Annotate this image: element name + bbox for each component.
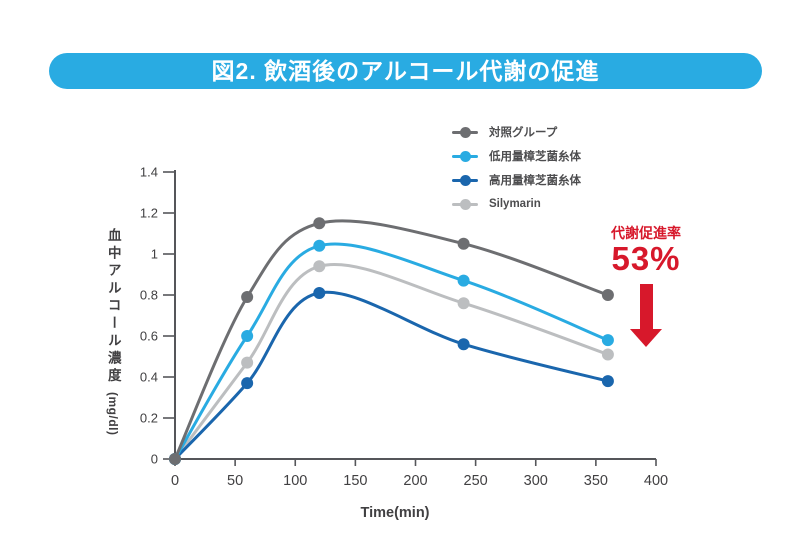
y-tick-label: 0.4	[140, 370, 158, 385]
x-tick-label: 0	[171, 473, 179, 489]
y-tick-label: 0	[151, 452, 158, 467]
metabolism-rate-annotation: 代謝促進率 53%	[594, 225, 698, 348]
x-tick-label: 250	[464, 473, 488, 489]
legend-marker-icon	[452, 150, 478, 162]
down-arrow-shaft	[639, 284, 653, 330]
legend-item: Silymarin	[452, 192, 581, 216]
legend-item: 高用量樟芝菌糸体	[452, 168, 581, 192]
data-point	[457, 274, 470, 287]
chart-axes	[174, 170, 656, 460]
legend-marker-icon	[452, 174, 478, 186]
x-tick-label: 150	[343, 473, 367, 489]
data-point	[313, 217, 326, 230]
x-tick-label: 200	[403, 473, 427, 489]
legend-label: 高用量樟芝菌糸体	[489, 175, 581, 187]
x-tick-label: 300	[524, 473, 548, 489]
figure-title: 図2. 飲酒後のアルコール代謝の促進	[211, 57, 600, 84]
data-point	[457, 237, 470, 250]
x-tick-label: 350	[584, 473, 608, 489]
data-point	[241, 291, 254, 304]
data-point	[601, 289, 614, 301]
legend-label: 対照グループ	[489, 127, 558, 139]
data-point	[601, 375, 614, 388]
y-tick-label: 0.2	[140, 411, 158, 426]
y-axis-ticks: 0 0.2 0.4 0.6 0.8 1 1.2 1.4	[140, 165, 175, 467]
annotation-label: 代謝促進率	[611, 225, 681, 241]
chart-legend: 対照グループ低用量樟芝菌糸体 高用量樟芝菌糸体 Silymarin	[452, 120, 581, 216]
data-point	[313, 239, 326, 252]
data-point	[313, 286, 326, 299]
data-point	[457, 297, 470, 310]
legend-item: 低用量樟芝菌糸体	[452, 144, 581, 168]
y-tick-label: 1	[151, 247, 158, 262]
y-axis-title: 血中アルコール濃度 (mg/dl)	[100, 228, 126, 435]
data-point	[169, 453, 181, 465]
x-axis-title: Time(min)	[360, 505, 429, 521]
data-point	[313, 260, 326, 273]
legend-label: Silymarin	[489, 198, 541, 210]
series-line	[173, 290, 610, 461]
x-tick-label: 100	[283, 473, 307, 489]
x-tick-label: 400	[644, 473, 668, 489]
y-tick-label: 1.4	[140, 165, 158, 180]
data-point	[241, 377, 254, 390]
legend-item: 対照グループ	[452, 120, 581, 144]
data-point	[241, 330, 254, 342]
data-point	[241, 356, 254, 369]
down-arrow-head	[630, 329, 662, 348]
data-point	[457, 338, 470, 351]
x-axis-ticks: 0 50 100 150 200 250 300 350 400	[171, 459, 668, 489]
legend-label: 低用量樟芝菌糸体	[489, 151, 581, 163]
y-axis-unit: (mg/dl)	[106, 391, 120, 436]
down-arrow-icon	[630, 284, 662, 348]
legend-marker-icon	[452, 198, 478, 210]
y-tick-label: 1.2	[140, 206, 158, 221]
y-tick-label: 0.6	[140, 329, 158, 344]
title-banner: 図2. 飲酒後のアルコール代謝の促進	[49, 53, 762, 89]
legend-marker-icon	[452, 126, 478, 138]
annotation-value: 53%	[611, 239, 681, 277]
data-point	[601, 348, 614, 361]
x-tick-label: 50	[227, 473, 243, 489]
y-axis-title-text: 血中アルコール濃度	[105, 228, 121, 386]
series-Silymarin	[169, 260, 614, 465]
y-tick-label: 0.8	[140, 288, 158, 303]
series-対照グループ	[169, 217, 614, 465]
series-line	[173, 262, 610, 461]
series-低用量樟芝菌糸体	[169, 239, 614, 465]
data-point	[601, 334, 614, 347]
